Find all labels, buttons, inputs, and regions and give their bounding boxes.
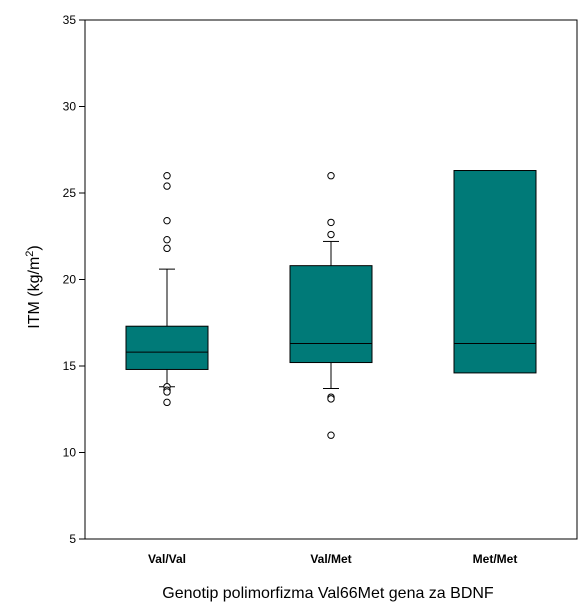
x-axis-title: Genotip polimorfizma Val66Met gena za BD…	[162, 585, 494, 602]
outlier-point	[163, 398, 171, 407]
iqr-box	[453, 170, 537, 374]
y-axis: 5 10 15 20 25 30 35	[63, 13, 85, 546]
y-tick-label: 15	[63, 359, 77, 373]
outlier-point	[327, 218, 335, 227]
x-tick-label: Val/Met	[310, 552, 351, 566]
iqr-box	[289, 265, 373, 364]
x-tick-label: Met/Met	[473, 552, 518, 566]
boxes	[125, 170, 537, 439]
outlier-point	[327, 395, 335, 403]
x-axis: Val/Val Val/Met Met/Met	[148, 552, 517, 566]
outlier-point	[163, 236, 171, 244]
y-tick-label: 25	[63, 186, 77, 200]
box-met-met	[453, 170, 537, 374]
y-tick-label: 5	[69, 532, 76, 546]
y-tick-label: 20	[63, 273, 77, 287]
iqr-box	[125, 325, 209, 370]
outlier-point	[163, 244, 171, 253]
box-val-val	[125, 172, 209, 407]
outlier-point	[163, 216, 171, 225]
box-val-met	[289, 172, 373, 439]
y-axis-title-main: ITM (kg/m	[26, 257, 43, 329]
y-tick-label: 30	[63, 100, 77, 114]
outlier-point	[163, 182, 171, 190]
outlier-point	[327, 230, 335, 239]
outlier-point	[327, 172, 335, 180]
y-axis-title-sup: 2	[24, 251, 36, 257]
y-axis-title: ITM (kg/m2)	[24, 245, 43, 328]
y-tick-label: 10	[63, 446, 77, 460]
x-tick-label: Val/Val	[148, 552, 186, 566]
y-axis-title-tail: )	[26, 245, 43, 250]
outlier-point	[163, 388, 171, 396]
outlier-point	[163, 172, 171, 180]
outlier-point	[327, 431, 335, 439]
y-tick-label: 35	[63, 13, 77, 27]
